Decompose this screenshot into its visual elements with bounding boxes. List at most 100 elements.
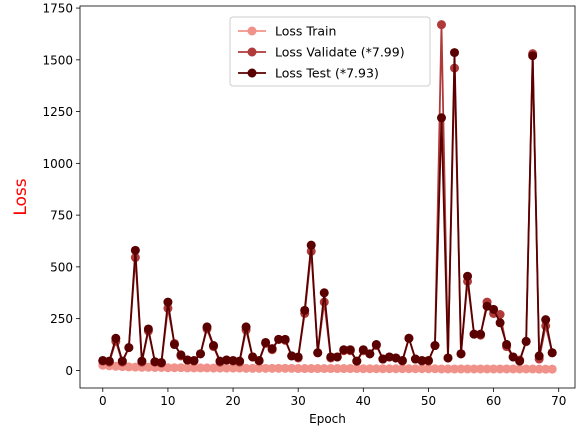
data-point [169,363,179,373]
data-point [241,322,251,332]
data-point [274,334,284,344]
data-point [515,364,525,374]
y-tick-label: 750 [50,209,73,223]
data-point [469,329,479,339]
data-point [352,356,362,366]
data-point [300,364,310,374]
data-point [222,363,232,373]
data-point [450,364,460,374]
data-point [371,340,381,350]
data-point [365,349,375,359]
data-point [436,113,446,123]
data-point [547,364,557,374]
y-tick-label: 1250 [42,105,73,119]
data-point [235,356,245,366]
series-1 [98,360,557,374]
plot-frame [79,5,576,389]
data-point [261,363,271,373]
data-point [111,361,121,371]
legend-marker [247,47,257,57]
series-line [102,51,554,364]
data-point [534,351,544,361]
legend-entry: Loss Test (*7.93) [238,66,379,81]
x-axis: 0 10 20 30 40 50 60 70 [99,388,566,408]
data-point [528,364,538,374]
data-point [391,364,401,374]
data-point [248,363,258,373]
data-point [430,341,440,351]
legend-marker [247,26,257,36]
legend-marker [247,68,257,78]
x-tick-label: 60 [486,394,501,408]
data-point [463,364,473,374]
data-point [176,363,186,373]
data-point [274,363,284,373]
x-tick-label: 30 [291,394,306,408]
data-point [365,364,375,374]
legend-entry: Loss Train [238,24,336,39]
data-point [371,364,381,374]
data-point [124,343,134,353]
data-point [404,333,414,343]
data-point [521,364,531,374]
data-point [502,364,512,374]
data-point [98,355,108,365]
data-point [528,51,538,61]
x-tick-label: 70 [551,394,566,408]
y-tick-label: 1500 [42,53,73,67]
data-point [508,364,518,374]
data-point [319,288,329,298]
y-tick-label: 0 [65,364,73,378]
data-point [267,344,277,354]
data-point [143,324,153,334]
data-point [339,364,349,374]
data-point [476,329,486,339]
data-point [384,364,394,374]
data-point [156,358,166,368]
y-axis-title: Loss [11,178,31,215]
data-point [417,355,427,365]
data-point [417,364,427,374]
data-point [456,349,466,359]
legend: Loss Train Loss Validate (*7.99) Loss Test… [229,16,431,87]
x-tick-label: 50 [421,394,436,408]
data-point [280,363,290,373]
data-point [339,345,349,355]
data-point [313,348,323,358]
data-point [358,364,368,374]
data-point [397,364,407,374]
data-point [332,364,342,374]
data-point [482,364,492,374]
data-point [345,345,355,355]
data-point [293,364,303,374]
y-axis: 0 250 500 750 1000 1250 1500 1750 [42,2,80,378]
data-point [209,363,219,373]
data-point [124,362,134,372]
legend-box [229,16,431,87]
data-point [541,315,551,325]
x-axis-title: Epoch [309,412,346,426]
data-point [163,297,173,307]
data-point [410,364,420,374]
data-point [195,363,205,373]
data-point [319,364,329,374]
data-point [430,364,440,374]
data-point [489,304,499,314]
data-point [515,356,525,366]
data-point [111,333,121,343]
data-point [222,355,232,365]
data-point [404,364,414,374]
data-point [489,364,499,374]
data-point [182,363,192,373]
data-point [443,353,453,363]
legend-entry: Loss Validate (*7.99) [238,45,405,60]
data-point [319,297,329,307]
plot-marks [98,20,557,374]
data-point [182,355,192,365]
data-point [189,355,199,365]
data-point [332,352,342,362]
data-point [397,355,407,365]
data-point [202,363,212,373]
data-point [436,20,446,30]
